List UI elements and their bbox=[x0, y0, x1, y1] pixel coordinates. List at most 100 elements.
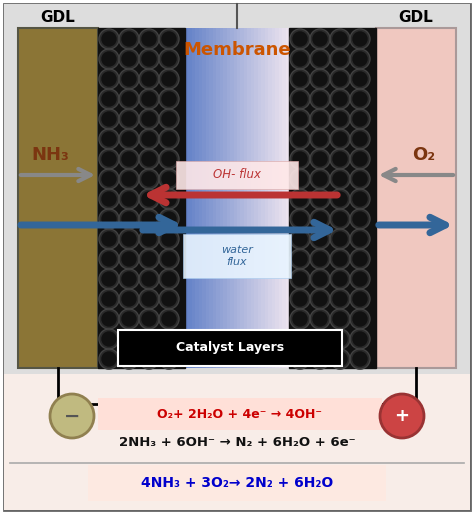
Circle shape bbox=[313, 92, 327, 106]
Circle shape bbox=[313, 172, 327, 186]
Circle shape bbox=[353, 52, 367, 66]
Circle shape bbox=[350, 29, 370, 49]
Circle shape bbox=[99, 329, 119, 349]
Circle shape bbox=[333, 272, 347, 286]
Circle shape bbox=[102, 352, 116, 366]
Circle shape bbox=[139, 309, 159, 329]
Circle shape bbox=[122, 152, 136, 166]
Bar bbox=[18, 28, 98, 368]
Circle shape bbox=[353, 332, 367, 346]
Circle shape bbox=[330, 69, 350, 89]
Circle shape bbox=[293, 172, 307, 186]
Circle shape bbox=[310, 169, 330, 189]
Circle shape bbox=[159, 109, 179, 129]
Bar bbox=[244, 28, 248, 368]
Bar bbox=[195, 28, 200, 368]
Bar bbox=[216, 28, 221, 368]
Circle shape bbox=[313, 32, 327, 46]
Text: O₂: O₂ bbox=[412, 146, 436, 164]
Circle shape bbox=[139, 89, 159, 109]
Circle shape bbox=[102, 132, 116, 146]
Circle shape bbox=[142, 52, 156, 66]
Bar bbox=[98, 28, 185, 368]
Circle shape bbox=[333, 212, 347, 226]
Circle shape bbox=[122, 32, 136, 46]
Circle shape bbox=[310, 129, 330, 149]
Text: Membrane: Membrane bbox=[183, 41, 291, 59]
Circle shape bbox=[333, 92, 347, 106]
Circle shape bbox=[350, 269, 370, 289]
Circle shape bbox=[290, 269, 310, 289]
Circle shape bbox=[333, 112, 347, 126]
Circle shape bbox=[350, 309, 370, 329]
Circle shape bbox=[119, 109, 139, 129]
Circle shape bbox=[313, 332, 327, 346]
Circle shape bbox=[310, 149, 330, 169]
Circle shape bbox=[139, 209, 159, 229]
Circle shape bbox=[290, 69, 310, 89]
Circle shape bbox=[310, 89, 330, 109]
Text: −: − bbox=[64, 407, 80, 426]
Circle shape bbox=[119, 169, 139, 189]
Circle shape bbox=[159, 129, 179, 149]
Circle shape bbox=[350, 209, 370, 229]
Circle shape bbox=[119, 129, 139, 149]
Bar bbox=[227, 28, 231, 368]
Circle shape bbox=[162, 172, 176, 186]
Bar bbox=[251, 28, 255, 368]
Bar bbox=[202, 28, 207, 368]
Circle shape bbox=[122, 252, 136, 266]
Circle shape bbox=[99, 29, 119, 49]
Circle shape bbox=[313, 132, 327, 146]
Text: 4NH₃ + 3O₂→ 2N₂ + 6H₂O: 4NH₃ + 3O₂→ 2N₂ + 6H₂O bbox=[141, 476, 333, 490]
Circle shape bbox=[159, 149, 179, 169]
Circle shape bbox=[99, 89, 119, 109]
Circle shape bbox=[313, 292, 327, 306]
Circle shape bbox=[102, 112, 116, 126]
Bar bbox=[213, 28, 217, 368]
Circle shape bbox=[142, 72, 156, 86]
Circle shape bbox=[293, 52, 307, 66]
Bar bbox=[272, 28, 276, 368]
Text: OH- flux: OH- flux bbox=[213, 169, 261, 181]
Circle shape bbox=[293, 352, 307, 366]
Bar bbox=[206, 28, 210, 368]
Circle shape bbox=[142, 192, 156, 206]
Circle shape bbox=[330, 89, 350, 109]
Circle shape bbox=[162, 192, 176, 206]
Circle shape bbox=[290, 249, 310, 269]
Circle shape bbox=[162, 312, 176, 326]
Circle shape bbox=[139, 329, 159, 349]
Circle shape bbox=[293, 32, 307, 46]
Circle shape bbox=[350, 289, 370, 309]
Circle shape bbox=[293, 152, 307, 166]
Bar bbox=[289, 28, 376, 368]
Circle shape bbox=[159, 89, 179, 109]
Circle shape bbox=[99, 149, 119, 169]
Circle shape bbox=[122, 232, 136, 246]
Circle shape bbox=[102, 212, 116, 226]
Circle shape bbox=[99, 129, 119, 149]
Circle shape bbox=[122, 132, 136, 146]
Circle shape bbox=[119, 329, 139, 349]
Circle shape bbox=[122, 292, 136, 306]
Circle shape bbox=[99, 289, 119, 309]
Circle shape bbox=[122, 192, 136, 206]
Circle shape bbox=[330, 289, 350, 309]
FancyBboxPatch shape bbox=[118, 330, 342, 366]
Circle shape bbox=[162, 132, 176, 146]
Circle shape bbox=[310, 329, 330, 349]
Text: O₂+ 2H₂O + 4e⁻ → 4OH⁻: O₂+ 2H₂O + 4e⁻ → 4OH⁻ bbox=[157, 408, 322, 420]
Bar bbox=[209, 28, 214, 368]
Circle shape bbox=[333, 52, 347, 66]
Circle shape bbox=[102, 252, 116, 266]
Bar bbox=[199, 28, 203, 368]
Circle shape bbox=[139, 229, 159, 249]
Circle shape bbox=[159, 229, 179, 249]
Circle shape bbox=[159, 189, 179, 209]
Circle shape bbox=[330, 209, 350, 229]
Circle shape bbox=[313, 352, 327, 366]
Circle shape bbox=[353, 172, 367, 186]
Circle shape bbox=[333, 232, 347, 246]
Circle shape bbox=[142, 212, 156, 226]
